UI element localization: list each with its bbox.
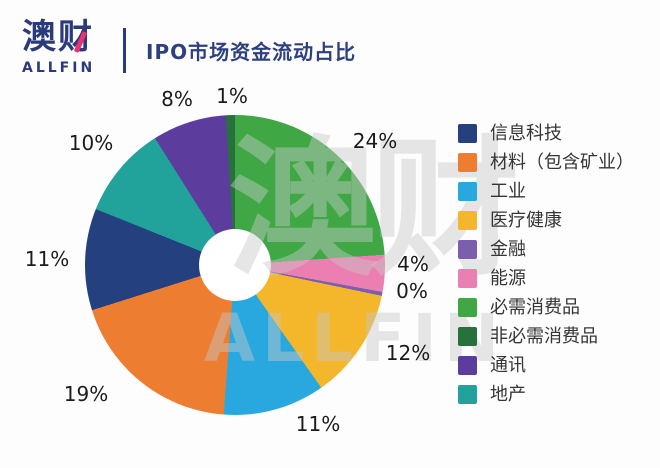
legend-label: 能源 [490,268,526,289]
pct-label-11%: 11% [295,412,341,436]
donut-hole [199,229,271,301]
legend-row: 信息科技 [458,124,634,143]
legend-swatch [458,385,477,404]
legend-label: 必需消费品 [490,297,580,318]
legend-label: 金融 [490,239,526,260]
legend-swatch [458,327,477,346]
title-divider [123,28,126,73]
legend-swatch [458,356,477,375]
logo-en-text: ALLFIN [22,59,96,76]
page-title: IPO市场资金流动占比 [146,40,357,64]
legend-swatch [458,298,477,317]
pct-label-8%: 8% [161,87,193,111]
legend-label: 材料（包含矿业） [490,152,634,173]
pct-label-10%: 10% [68,131,114,155]
legend-swatch [458,211,477,230]
pct-label-4%: 4% [397,252,429,276]
legend-label: 医疗健康 [490,210,562,231]
legend-row: 材料（包含矿业） [458,153,634,172]
pct-label-0%: 0% [396,279,428,303]
legend-row: 能源 [458,269,634,288]
legend-swatch [458,182,477,201]
legend-row: 工业 [458,182,634,201]
legend-swatch [458,240,477,259]
legend-row: 医疗健康 [458,211,634,230]
legend-swatch [458,269,477,288]
legend-row: 非必需消费品 [458,327,634,346]
legend-label: 非必需消费品 [490,326,598,347]
pct-label-24%: 24% [352,129,398,153]
legend-label: 地产 [490,384,526,405]
legend-label: 信息科技 [490,123,562,144]
pct-label-19%: 19% [63,382,109,406]
chart-legend: 信息科技材料（包含矿业） 工业医疗健康金融能源必需消费品非必需消费品 通讯地产 [458,124,634,414]
pct-label-1%: 1% [216,84,248,108]
legend-label: 工业 [490,181,526,202]
legend-row: 必需消费品 [458,298,634,317]
pct-label-12%: 12% [385,341,431,365]
legend-row: 金融 [458,240,634,259]
legend-swatch [458,153,477,172]
legend-row: 通讯 [458,356,634,375]
legend-row: 地产 [458,385,634,404]
legend-swatch [458,124,477,143]
pct-label-11%: 11% [24,247,70,271]
legend-label: 通讯 [490,355,526,376]
allfin-logo: 澳财 ALLFIN [22,19,96,76]
